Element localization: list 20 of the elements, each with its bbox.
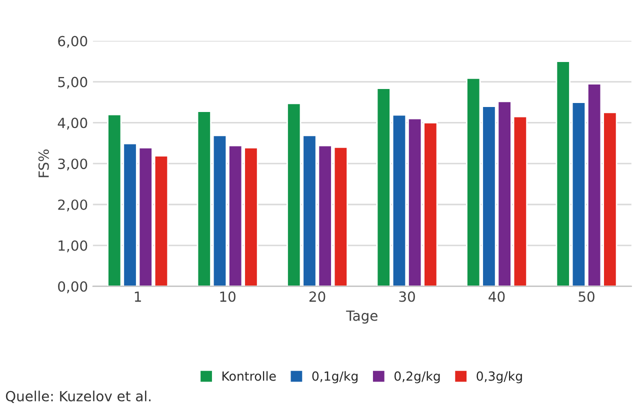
y-axis-title: FS% [38, 149, 49, 178]
source-note: Quelle: Kuzelov et al. [6, 390, 150, 403]
x-tick-label: 1 [134, 292, 141, 302]
legend-label: 0,1g/kg [312, 371, 358, 384]
x-axis-title: Tage [346, 310, 378, 324]
y-tick-label: 6,00 [58, 36, 88, 48]
y-tick-label: 2,00 [58, 199, 88, 212]
y-tick-label: 4,00 [58, 118, 88, 130]
legend-label: Kontrolle [222, 371, 276, 381]
y-tick-label: 5,00 [58, 76, 88, 89]
x-tick-label: 30 [399, 291, 415, 302]
y-tick-label: 0,00 [58, 281, 88, 294]
x-tick-label: 20 [309, 291, 326, 302]
x-tick-label: 40 [488, 291, 505, 302]
y-tick-label: 3,00 [58, 158, 88, 170]
x-tick-label: 10 [220, 291, 236, 302]
legend-label: 0,3g/kg [476, 371, 522, 384]
y-tick-label: 1,00 [58, 240, 88, 252]
legend-label: 0,2g/kg [394, 371, 440, 384]
x-tick-label: 50 [578, 291, 594, 302]
